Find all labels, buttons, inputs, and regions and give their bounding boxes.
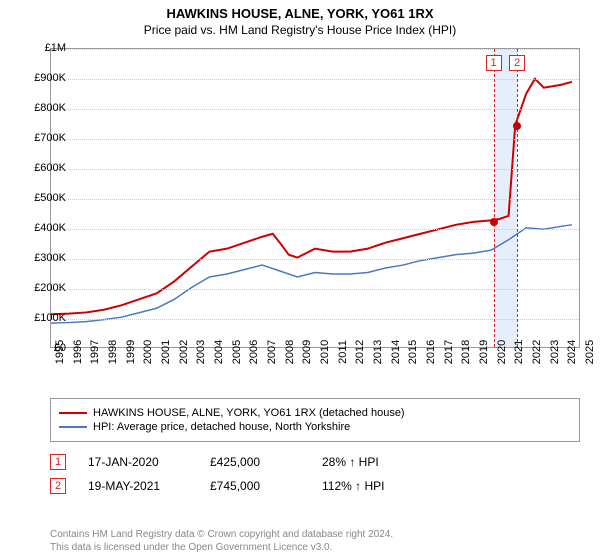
marker-box: 1 <box>486 55 502 71</box>
x-axis-label: 2014 <box>390 340 402 364</box>
x-axis-label: 2017 <box>443 340 455 364</box>
legend: HAWKINS HOUSE, ALNE, YORK, YO61 1RX (det… <box>50 398 580 442</box>
x-axis-label: 2004 <box>213 340 225 364</box>
footer-attribution: Contains HM Land Registry data © Crown c… <box>50 528 393 554</box>
x-axis-label: 2000 <box>142 340 154 364</box>
legend-swatch <box>59 412 87 414</box>
chart-subtitle: Price paid vs. HM Land Registry's House … <box>0 21 600 41</box>
x-axis-label: 1999 <box>125 340 137 364</box>
x-axis-label: 2007 <box>266 340 278 364</box>
y-axis-label: £1M <box>45 42 66 54</box>
sale-hpi: 112% ↑ HPI <box>322 479 384 493</box>
y-axis-label: £200K <box>34 282 66 294</box>
x-axis-label: 2010 <box>319 340 331 364</box>
x-axis-label: 2011 <box>337 340 349 364</box>
x-axis-label: 2008 <box>284 340 296 364</box>
sale-price: £425,000 <box>210 455 300 469</box>
legend-item: HAWKINS HOUSE, ALNE, YORK, YO61 1RX (det… <box>59 407 571 419</box>
plot-area: 12 <box>50 48 580 348</box>
y-axis-label: £900K <box>34 72 66 84</box>
sales-table: 1 17-JAN-2020 £425,000 28% ↑ HPI 2 19-MA… <box>50 446 580 502</box>
y-axis-label: £100K <box>34 312 66 324</box>
x-axis-label: 2001 <box>160 340 172 364</box>
y-axis-label: £300K <box>34 252 66 264</box>
x-axis-label: 2023 <box>549 340 561 364</box>
sale-row: 1 17-JAN-2020 £425,000 28% ↑ HPI <box>50 454 580 470</box>
x-axis-label: 2005 <box>231 340 243 364</box>
y-axis-label: £800K <box>34 102 66 114</box>
footer-line: This data is licensed under the Open Gov… <box>50 541 393 554</box>
sale-marker: 1 <box>50 454 66 470</box>
sale-date: 17-JAN-2020 <box>88 455 188 469</box>
x-axis-label: 2018 <box>460 340 472 364</box>
chart-title: HAWKINS HOUSE, ALNE, YORK, YO61 1RX <box>0 0 600 21</box>
x-axis-label: 2013 <box>372 340 384 364</box>
marker-box: 2 <box>509 55 525 71</box>
sale-date: 19-MAY-2021 <box>88 479 188 493</box>
x-axis-label: 2021 <box>513 340 525 364</box>
legend-item: HPI: Average price, detached house, Nort… <box>59 421 571 433</box>
x-axis-label: 2012 <box>354 340 366 364</box>
sale-price: £745,000 <box>210 479 300 493</box>
x-axis-label: 2009 <box>301 340 313 364</box>
sale-row: 2 19-MAY-2021 £745,000 112% ↑ HPI <box>50 478 580 494</box>
x-axis-label: 2002 <box>178 340 190 364</box>
y-axis-label: £600K <box>34 162 66 174</box>
x-axis-label: 2016 <box>425 340 437 364</box>
x-axis-label: 1995 <box>54 340 66 364</box>
x-axis-label: 2015 <box>407 340 419 364</box>
x-axis-label: 2019 <box>478 340 490 364</box>
line-plot <box>51 49 579 347</box>
x-axis-label: 1997 <box>89 340 101 364</box>
sale-marker: 2 <box>50 478 66 494</box>
y-axis-label: £700K <box>34 132 66 144</box>
x-axis-label: 1996 <box>72 340 84 364</box>
y-axis-label: £400K <box>34 222 66 234</box>
x-axis-label: 2020 <box>496 340 508 364</box>
x-axis-label: 2006 <box>248 340 260 364</box>
x-axis-label: 2024 <box>566 340 578 364</box>
x-axis-label: 1998 <box>107 340 119 364</box>
legend-swatch <box>59 426 87 428</box>
x-axis-label: 2003 <box>195 340 207 364</box>
x-axis-label: 2022 <box>531 340 543 364</box>
legend-label: HPI: Average price, detached house, Nort… <box>93 421 350 433</box>
chart-container: HAWKINS HOUSE, ALNE, YORK, YO61 1RX Pric… <box>0 0 600 560</box>
x-axis-label: 2025 <box>584 340 596 364</box>
legend-label: HAWKINS HOUSE, ALNE, YORK, YO61 1RX (det… <box>93 407 405 419</box>
sale-hpi: 28% ↑ HPI <box>322 455 379 469</box>
y-axis-label: £500K <box>34 192 66 204</box>
footer-line: Contains HM Land Registry data © Crown c… <box>50 528 393 541</box>
